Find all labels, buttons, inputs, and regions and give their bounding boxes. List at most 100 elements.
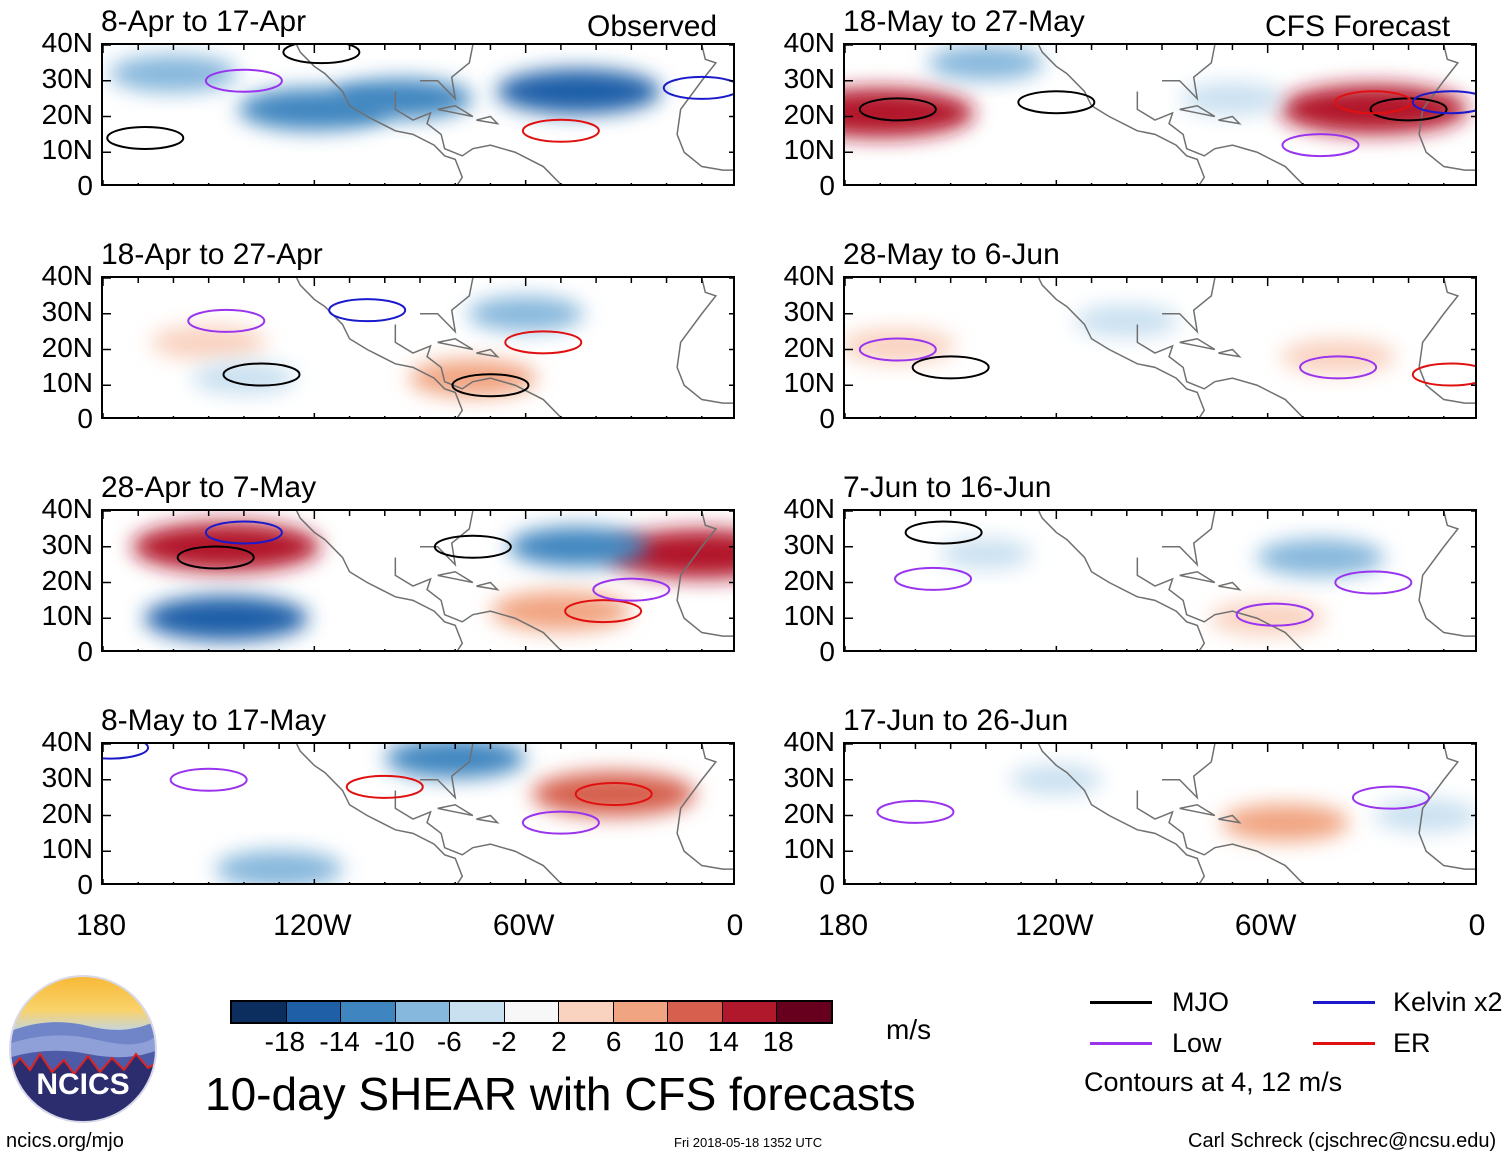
logo-text: NCICS bbox=[36, 1068, 129, 1101]
colorbar-tick-label: 18 bbox=[762, 1026, 794, 1057]
contour-low bbox=[521, 810, 600, 835]
y-tick-label: 20N bbox=[783, 797, 835, 829]
panel-svg bbox=[103, 278, 733, 417]
x-tick-label: 60W bbox=[1234, 909, 1297, 942]
colorbar-tick-label: -18 bbox=[264, 1026, 306, 1057]
panel-title: 28-Apr to 7-May bbox=[101, 471, 317, 504]
y-tick-label: 0 bbox=[77, 636, 93, 667]
colorbar-tick-label: 10 bbox=[652, 1026, 685, 1057]
y-tick-label: 30N bbox=[41, 761, 93, 793]
y-tick-label: 40N bbox=[783, 493, 835, 524]
y-tick-label: 20N bbox=[41, 797, 93, 829]
contour-mjo bbox=[451, 373, 530, 398]
contour-er bbox=[564, 599, 643, 624]
y-tick-label: 20N bbox=[783, 564, 835, 596]
anomaly-blob bbox=[385, 744, 526, 779]
panel-svg bbox=[103, 511, 733, 650]
y-tick-label: 30N bbox=[783, 761, 835, 793]
anomaly-blob bbox=[1010, 764, 1103, 795]
anomaly-blob bbox=[490, 591, 631, 632]
coastline bbox=[676, 511, 733, 637]
legend-label: MJO bbox=[1172, 987, 1229, 1017]
colorbar-swatch bbox=[450, 1002, 505, 1022]
coastline bbox=[420, 278, 474, 334]
legend-line bbox=[1313, 1042, 1375, 1045]
colorbar-swatch bbox=[504, 1002, 560, 1022]
contour-er bbox=[1334, 90, 1413, 115]
contour-mjo bbox=[911, 355, 990, 380]
y-tick-label: 40N bbox=[783, 27, 835, 58]
panel-svg bbox=[103, 744, 733, 883]
legend-label: Low bbox=[1172, 1028, 1222, 1058]
coastline bbox=[1162, 278, 1216, 334]
y-tick-label: 30N bbox=[41, 62, 93, 94]
legend-line bbox=[1090, 1042, 1152, 1045]
coastline bbox=[676, 278, 733, 404]
x-tick-label: 60W bbox=[492, 909, 555, 942]
y-tick-label: 10N bbox=[783, 600, 835, 632]
contour-low bbox=[1351, 785, 1430, 810]
map-panel bbox=[101, 509, 735, 652]
y-tick-label: 30N bbox=[41, 528, 93, 560]
y-tick-label: 30N bbox=[783, 62, 835, 94]
colorbar-swatch bbox=[286, 1002, 342, 1022]
legend-line bbox=[1313, 1001, 1375, 1004]
contour-low bbox=[876, 799, 955, 824]
contour-kelvin-x2 bbox=[662, 75, 733, 100]
contour-mjo bbox=[106, 125, 185, 150]
coastline bbox=[1162, 744, 1216, 800]
y-tick-label: 30N bbox=[783, 528, 835, 560]
y-tick-label: 30N bbox=[41, 295, 93, 327]
footer-url[interactable]: ncics.org/mjo bbox=[6, 1130, 124, 1152]
x-tick-label: 180 bbox=[817, 909, 869, 942]
ncics-logo: NCICS bbox=[8, 974, 158, 1124]
x-tick-label: 120W bbox=[273, 909, 352, 942]
contour-low bbox=[1299, 355, 1378, 380]
coastline bbox=[296, 45, 464, 184]
anomaly-blob bbox=[927, 45, 1044, 81]
y-tick-label: 20N bbox=[41, 564, 93, 596]
coastline bbox=[394, 91, 562, 184]
colorbar-swatch bbox=[395, 1002, 451, 1022]
contour-kelvin-x2 bbox=[1411, 90, 1475, 115]
colorbar-swatch bbox=[341, 1002, 396, 1022]
anomaly-blob bbox=[150, 324, 267, 360]
map-panel bbox=[843, 509, 1477, 652]
anomaly-blob bbox=[1209, 600, 1326, 636]
coastline bbox=[1038, 511, 1206, 650]
coastline bbox=[437, 337, 474, 351]
coastline bbox=[1418, 744, 1475, 870]
x-tick-label: 120W bbox=[1015, 909, 1094, 942]
anomaly-blob bbox=[332, 78, 473, 119]
colorbar-swatch bbox=[722, 1002, 778, 1022]
anomaly-blob bbox=[496, 69, 661, 114]
contour-mjo bbox=[1017, 90, 1096, 115]
legend-line bbox=[1090, 1001, 1152, 1004]
anomaly-blob bbox=[508, 526, 649, 567]
y-tick-label: 40N bbox=[783, 726, 835, 757]
map-panel bbox=[843, 742, 1477, 885]
colorbar bbox=[230, 1000, 833, 1024]
coastline bbox=[476, 115, 500, 125]
coastline bbox=[1218, 581, 1242, 591]
map-panel bbox=[101, 742, 735, 885]
y-tick-label: 40N bbox=[41, 493, 93, 524]
x-tick-label: 0 bbox=[726, 909, 744, 942]
contour-er bbox=[1411, 362, 1475, 387]
x-tick-label: 0 bbox=[1468, 909, 1486, 942]
y-tick-label: 0 bbox=[77, 869, 93, 900]
colorbar-swatch bbox=[232, 1002, 287, 1022]
y-tick-label: 0 bbox=[819, 403, 835, 434]
coastline bbox=[676, 45, 733, 171]
contour-kelvin-x2 bbox=[103, 744, 150, 760]
contour-low bbox=[894, 566, 973, 591]
contour-low bbox=[169, 767, 248, 792]
footer-timestamp: Fri 2018-05-18 1352 UTC bbox=[674, 1135, 823, 1150]
contour-mjo bbox=[904, 520, 983, 545]
anomaly-blob bbox=[1221, 803, 1350, 842]
coastline bbox=[476, 814, 500, 824]
panel-title: 18-Apr to 27-Apr bbox=[101, 238, 323, 271]
observed-label: Observed bbox=[587, 10, 718, 43]
y-tick-label: 20N bbox=[41, 331, 93, 363]
colorbar-tick-label: -14 bbox=[319, 1026, 360, 1057]
